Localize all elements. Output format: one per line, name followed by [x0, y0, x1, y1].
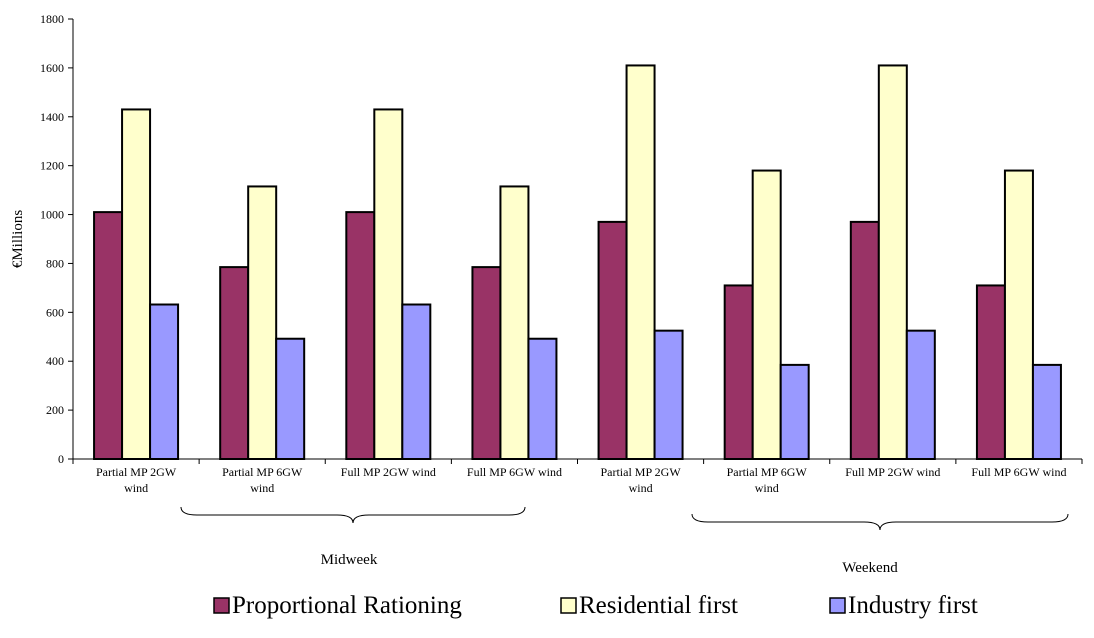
- category-label-line: Partial MP 6GW: [222, 465, 303, 479]
- category-label: Full MP 2GW wind: [845, 465, 940, 479]
- bar-proportional-rationing: [219, 266, 250, 460]
- bar-industry-first: [653, 329, 684, 460]
- bar-proportional-rationing: [471, 266, 502, 460]
- bar-industry-first: [527, 337, 558, 461]
- category-label-line: Full MP 2GW wind: [845, 465, 940, 479]
- bar-proportional-rationing: [849, 220, 880, 460]
- category-label-line: Partial MP 2GW: [600, 465, 681, 479]
- y-tick-label: 1800: [40, 12, 64, 26]
- group-bracket: [180, 506, 526, 524]
- bar-industry-first: [1031, 363, 1062, 460]
- y-tick-label: 0: [58, 452, 64, 466]
- bar-residential-first: [373, 108, 404, 460]
- y-tick-label: 600: [46, 305, 64, 319]
- y-axis-label: €Millions: [10, 210, 26, 269]
- legend-label: Industry first: [848, 592, 978, 619]
- bar-proportional-rationing: [93, 211, 124, 460]
- category-label: Partial MP 6GW wind: [727, 465, 808, 495]
- bar-residential-first: [499, 185, 530, 460]
- bar-industry-first: [905, 329, 936, 460]
- group-bracket: [691, 513, 1069, 531]
- y-tick-label: 1600: [40, 61, 64, 75]
- legend-swatch-industry-first: [829, 597, 846, 614]
- category-label: Partial MP 2GW wind: [600, 465, 681, 495]
- category-label-line: wind: [124, 481, 148, 495]
- bar-industry-first: [779, 363, 810, 460]
- legend-swatch-residential-first: [560, 597, 577, 614]
- category-label-line: wind: [755, 481, 779, 495]
- legend-label: Residential first: [579, 592, 738, 619]
- bar-residential-first: [1003, 169, 1034, 461]
- group-label-weekend: Weekend: [842, 560, 898, 576]
- bar-industry-first: [401, 303, 432, 460]
- bar-residential-first: [121, 108, 152, 460]
- legend-swatch-proportional-rationing: [213, 597, 230, 614]
- bar-industry-first: [149, 303, 180, 460]
- category-label-line: wind: [250, 481, 274, 495]
- category-label-line: Partial MP 2GW: [96, 465, 177, 479]
- y-tick-label: 1400: [40, 110, 64, 124]
- category-label: Full MP 6GW wind: [971, 465, 1066, 479]
- y-tick-label: 1200: [40, 159, 64, 173]
- category-label-line: wind: [629, 481, 653, 495]
- bar-proportional-rationing: [975, 284, 1006, 461]
- bar-industry-first: [275, 337, 306, 461]
- bar-residential-first: [751, 169, 782, 461]
- bars: [93, 64, 1062, 461]
- category-label: Full MP 2GW wind: [341, 465, 436, 479]
- legend-label: Proportional Rationing: [232, 592, 462, 619]
- category-label: Partial MP 6GW wind: [222, 465, 303, 495]
- category-label-line: Partial MP 6GW: [727, 465, 808, 479]
- category-label: Full MP 6GW wind: [467, 465, 562, 479]
- legend: Proportional Rationing Residential first I…: [213, 592, 978, 619]
- y-tick-label: 1000: [40, 208, 64, 222]
- group-label-midweek: Midweek: [321, 552, 378, 568]
- category-label-line: Full MP 6GW wind: [467, 465, 562, 479]
- category-label-line: Full MP 6GW wind: [971, 465, 1066, 479]
- y-tick-label: 800: [46, 256, 64, 270]
- y-tick-label: 400: [46, 354, 64, 368]
- y-tick-label: 200: [46, 403, 64, 417]
- group-brackets: Midweek Weekend: [180, 506, 1069, 576]
- category-labels: Partial MP 2GW wind Partial MP 6GW wind Full…: [96, 465, 1066, 495]
- bar-residential-first: [247, 185, 278, 460]
- bar-proportional-rationing: [723, 284, 754, 461]
- bar-residential-first: [877, 64, 908, 460]
- bar-proportional-rationing: [597, 220, 628, 460]
- bar-residential-first: [625, 64, 656, 460]
- category-label-line: Full MP 2GW wind: [341, 465, 436, 479]
- category-label: Partial MP 2GW wind: [96, 465, 177, 495]
- bar-proportional-rationing: [345, 211, 376, 460]
